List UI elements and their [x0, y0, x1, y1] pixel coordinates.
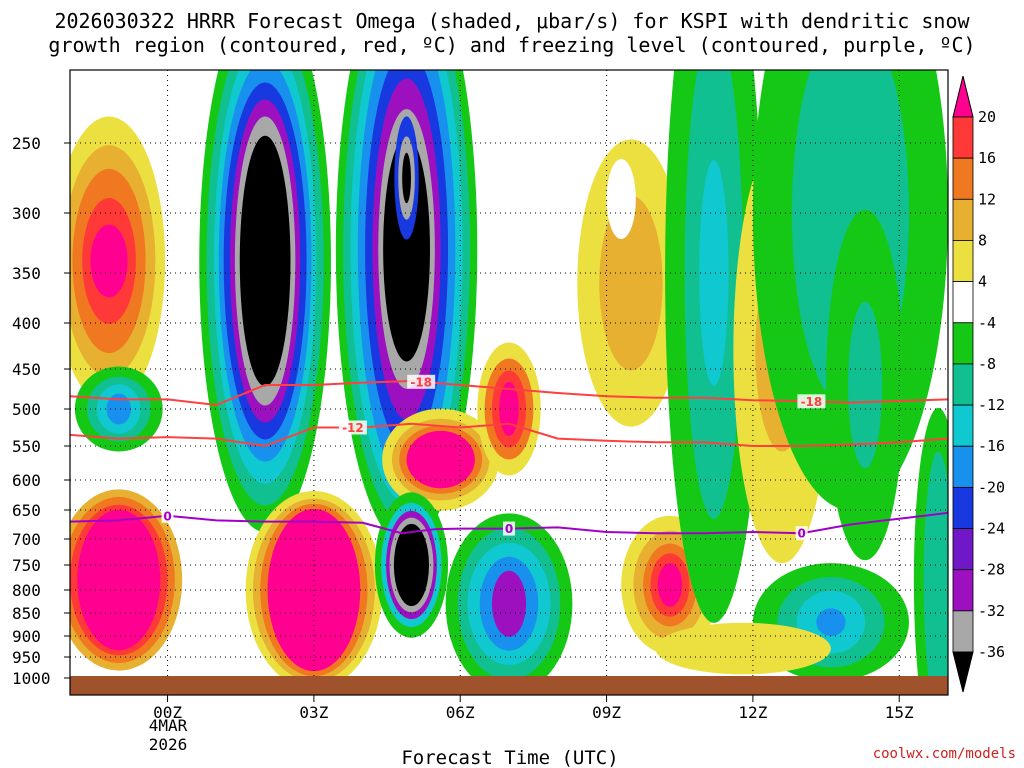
isotherm-label--12-0: -12: [342, 421, 364, 435]
omega-blob-14-band-2-cyan: [699, 160, 729, 386]
omega-blob-6-band-3-pink: [406, 430, 475, 489]
isotherm-label-0-2: 0: [797, 527, 805, 541]
y-tick-label-750: 750: [12, 556, 41, 575]
y-tick-label-550: 550: [12, 437, 41, 456]
y-tick-label-400: 400: [12, 314, 41, 333]
colorbar-swatch-4: [952, 281, 974, 324]
colorbar-label--32: -32: [978, 602, 1005, 620]
colorbar-swatch-10: [952, 528, 974, 571]
temperature-contours: -18 -18 -12 0 0 0: [70, 374, 948, 541]
omega-blob-11-band-1-gold: [599, 195, 663, 371]
x-tick-label-09Z: 09Z: [592, 703, 621, 722]
colorbar-swatch-12: [952, 610, 974, 653]
isotherm-label-0-0: 0: [163, 509, 171, 523]
y-tick-label-500: 500: [12, 400, 41, 419]
colorbar-swatch-7: [952, 404, 974, 447]
isotherm-line-0: [70, 511, 948, 535]
credit-text: coolwx.com/models: [873, 746, 1016, 762]
x-tick-label-12Z: 12Z: [738, 703, 767, 722]
y-tick-label-600: 600: [12, 471, 41, 490]
date-label-month: 4MAR: [149, 716, 188, 735]
isotherm-label--18-1: -18: [801, 395, 823, 409]
colorbar-swatch-3: [952, 240, 974, 283]
isotherm-line--12: [70, 422, 948, 448]
x-tick-label-03Z: 03Z: [299, 703, 328, 722]
x-tick-label-00Z: 00Z: [153, 703, 182, 722]
omega-blob-17-band-1-teal: [848, 301, 883, 469]
colorbar-swatch-1: [952, 157, 974, 200]
colorbar-label--28: -28: [978, 561, 1005, 579]
isotherm-label-bg--18-0: [407, 374, 436, 389]
colorbar-swatch-9: [952, 486, 974, 529]
isotherm-label-bg--12-0: [338, 420, 367, 435]
y-tick-label-950: 950: [12, 648, 41, 667]
colorbar-label--16: -16: [978, 437, 1005, 455]
isotherm-label--18-0: -18: [410, 375, 432, 389]
colorbar-swatch-8: [952, 445, 974, 488]
chart-title-line1: 2026030322 HRRR Forecast Omega (shaded, …: [54, 9, 970, 33]
x-axis-title: Forecast Time (UTC): [401, 747, 618, 768]
colorbar-label--12: -12: [978, 396, 1005, 414]
colorbar: 20 16 12 8 4 -4 -8 -12 -16 -20 -24 -28 -32 -36: [952, 75, 1005, 693]
time-axis: 00Z 03Z 06Z 09Z 12Z 15Z: [153, 695, 914, 722]
ground-surface: [70, 676, 948, 695]
colorbar-top-arrow: [952, 75, 974, 118]
omega-blob-0-band-4-pink: [90, 224, 128, 298]
colorbar-label--36: -36: [978, 643, 1005, 661]
colorbar-label--24: -24: [978, 520, 1005, 538]
omega-blob-3-band-7-black: [239, 135, 291, 387]
colorbar-label-4: 4: [978, 273, 987, 291]
y-tick-label-250: 250: [12, 134, 41, 153]
x-tick-label-15Z: 15Z: [885, 703, 914, 722]
y-tick-label-450: 450: [12, 360, 41, 379]
omega-blob-7-band-3-pink: [499, 382, 519, 436]
isotherm-label-bg--18-1: [797, 394, 826, 409]
plot-area: -18 -18 -12 0 0 0: [70, 70, 948, 695]
omega-blob-12-band-0-white: [606, 159, 636, 239]
chart-title-line2: growth region (contoured, red, ºC) and f…: [48, 33, 975, 57]
y-tick-label-1000: 1000: [12, 669, 51, 688]
colorbar-swatch-0: [952, 116, 974, 159]
colorbar-swatch-6: [952, 363, 974, 406]
colorbar-label-8: 8: [978, 231, 987, 249]
omega-blob-2-band-3-pink: [77, 509, 161, 651]
y-tick-label-700: 700: [12, 530, 41, 549]
y-tick-label-850: 850: [12, 604, 41, 623]
colorbar-swatch-11: [952, 569, 974, 612]
omega-blob-5-band-2-black: [402, 152, 411, 204]
pressure-axis: 250 300 350 400 450 500 550 600 650 700 750 800 850 9…: [12, 134, 70, 688]
y-tick-label-900: 900: [12, 627, 41, 646]
colorbar-label--20: -20: [978, 478, 1005, 496]
omega-blob-9-band-4-black: [393, 523, 430, 607]
plot-frame: [69, 69, 949, 696]
colorbar-label-16: 16: [978, 149, 996, 167]
isotherm-label-bg-0-1: [503, 521, 515, 536]
omega-blob-10-band-4-violet: [491, 570, 527, 637]
colorbar-label-12: 12: [978, 190, 996, 208]
colorbar-swatch-2: [952, 198, 974, 241]
y-tick-label-350: 350: [12, 264, 41, 283]
isotherm-label-0-1: 0: [505, 522, 513, 536]
grid-lines: [70, 70, 948, 695]
omega-blob-18-band-3-blue: [816, 608, 846, 636]
date-label-year: 2026: [149, 735, 188, 754]
isotherm-label-bg-0-2: [795, 526, 808, 541]
colorbar-label-20: 20: [978, 108, 996, 126]
colorbar-bottom-arrow: [952, 651, 974, 693]
y-tick-label-800: 800: [12, 581, 41, 600]
colorbar-label--4: -4: [978, 314, 996, 332]
y-tick-label-300: 300: [12, 204, 41, 223]
omega-blob-19-band-0-yellow: [655, 622, 831, 675]
omega-shading: [70, 70, 948, 695]
omega-blob-1-band-3-blue: [106, 393, 131, 425]
omega-blob-13-band-4-pink: [657, 563, 683, 607]
y-tick-label-650: 650: [12, 501, 41, 520]
colorbar-label--8: -8: [978, 355, 996, 373]
x-tick-label-06Z: 06Z: [446, 703, 475, 722]
colorbar-swatch-5: [952, 322, 974, 365]
omega-blob-20-band-1-teal: [923, 451, 948, 695]
isotherm-label-bg-0-0: [161, 508, 174, 523]
